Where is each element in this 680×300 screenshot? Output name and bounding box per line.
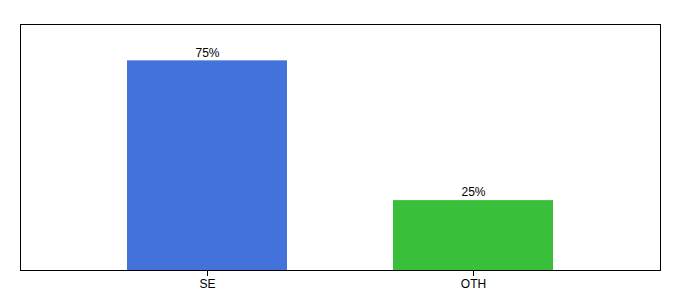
svg-text:OTH: OTH [461,277,486,291]
svg-text:75%: 75% [195,46,219,60]
svg-text:SE: SE [199,277,215,291]
svg-text:25%: 25% [461,185,485,199]
